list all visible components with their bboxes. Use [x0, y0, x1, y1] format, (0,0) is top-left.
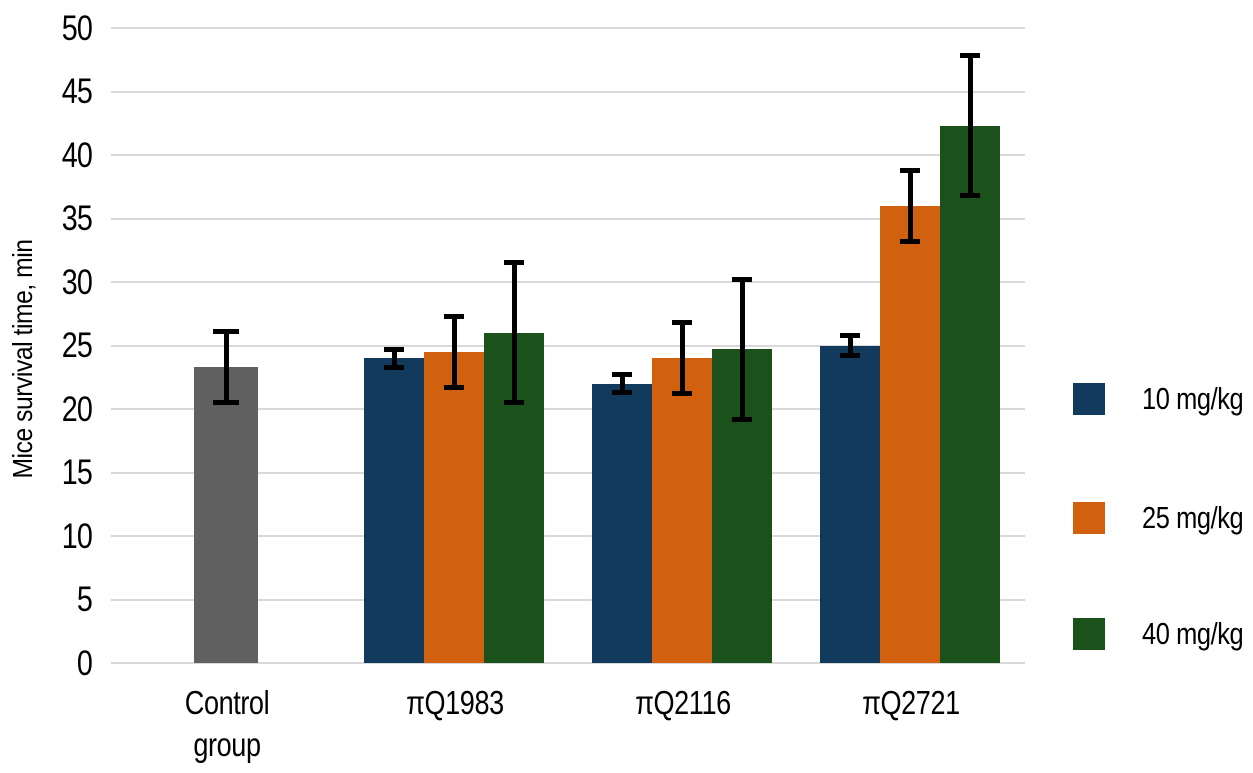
legend-swatch-25mgkg — [1073, 502, 1105, 534]
gridline-y5 — [111, 598, 1025, 601]
bar-q2721-25-mg-kg — [880, 205, 940, 663]
legend-swatch-40mgkg — [1073, 618, 1105, 650]
errorbar-cap-top-control-group-control — [213, 328, 239, 334]
errorbar-cap-top-q1983-25-mg-kg — [444, 313, 464, 319]
y-tick-label-5: 5 — [76, 580, 93, 619]
errorbar-line-q1983-25-mg-kg — [451, 313, 457, 390]
errorbar-line-control-group-control — [223, 328, 229, 406]
errorbar-cap-bottom-q2116-10-mg-kg — [612, 390, 632, 396]
bar-q2721-10-mg-kg — [820, 345, 880, 663]
gridline-y45 — [111, 90, 1025, 93]
errorbar-cap-top-q2721-10-mg-kg — [840, 332, 860, 338]
bar-q1983-25-mg-kg — [424, 351, 484, 663]
gridline-y10 — [111, 535, 1025, 537]
y-tick-label-40: 40 — [61, 135, 93, 175]
legend-swatch-10mgkg — [1073, 383, 1105, 415]
legend-item-25mgkg: 25 mg/kg — [1073, 502, 1253, 534]
errorbar-cap-top-q2721-25-mg-kg — [900, 167, 920, 173]
gridline-y0 — [111, 662, 1025, 664]
y-tick-label-50: 50 — [61, 8, 93, 48]
legend-label-25mgkg: 25 mg/kg — [1142, 500, 1244, 535]
x-category-label-pq1983: πQ1983 — [406, 684, 504, 721]
errorbar-cap-bottom-control-group-control — [213, 400, 239, 406]
errorbar-cap-bottom-q1983-25-mg-kg — [444, 384, 464, 390]
x-category-label-control-group: Control group — [184, 684, 270, 763]
legend-item-10mgkg: 10 mg/kg — [1073, 383, 1253, 415]
errorbar-line-q2116-25-mg-kg — [679, 320, 685, 397]
gridline-y35 — [111, 217, 1025, 220]
gridline-y50 — [111, 27, 1025, 29]
errorbar-cap-top-q2116-40-mg-kg — [732, 276, 752, 282]
legend-label-10mgkg: 10 mg/kg — [1142, 381, 1244, 416]
legend-label-40mgkg: 40 mg/kg — [1142, 616, 1244, 651]
legend-item-40mgkg: 40 mg/kg — [1073, 618, 1253, 650]
gridline-y25 — [111, 344, 1025, 347]
bar-q2721-40-mg-kg — [940, 125, 1000, 663]
errorbar-cap-bottom-q2721-40-mg-kg — [960, 193, 980, 199]
errorbar-cap-bottom-q2116-40-mg-kg — [732, 416, 752, 422]
y-tick-label-10: 10 — [61, 516, 93, 556]
errorbar-cap-top-q2721-40-mg-kg — [960, 53, 980, 59]
errorbar-line-q1983-40-mg-kg — [511, 260, 517, 406]
errorbar-cap-bottom-q2116-25-mg-kg — [672, 391, 692, 397]
errorbar-cap-top-q1983-40-mg-kg — [504, 260, 524, 266]
errorbar-line-q2721-40-mg-kg — [967, 53, 973, 199]
x-category-label-pq2721: πQ2721 — [862, 684, 960, 721]
y-tick-label-15: 15 — [61, 453, 93, 492]
errorbar-line-q2116-10-mg-kg — [619, 372, 625, 396]
errorbar-line-q2721-25-mg-kg — [907, 167, 913, 244]
y-tick-label-25: 25 — [61, 326, 93, 365]
errorbar-line-q2116-40-mg-kg — [739, 276, 745, 422]
errorbar-cap-top-q1983-10-mg-kg — [384, 346, 404, 352]
y-tick-label-35: 35 — [61, 199, 93, 238]
errorbar-line-q1983-10-mg-kg — [391, 346, 397, 370]
errorbar-line-q2721-10-mg-kg — [847, 332, 853, 359]
bar-q1983-10-mg-kg — [364, 358, 424, 663]
errorbar-cap-top-q2116-10-mg-kg — [612, 372, 632, 378]
y-tick-label-0: 0 — [76, 643, 93, 683]
bar-q2116-25-mg-kg — [652, 358, 712, 663]
gridline-y30 — [111, 281, 1025, 283]
gridline-y40 — [111, 154, 1025, 156]
gridline-y15 — [111, 471, 1025, 474]
errorbar-cap-bottom-q2721-10-mg-kg — [840, 353, 860, 359]
errorbar-cap-bottom-q1983-10-mg-kg — [384, 364, 404, 370]
errorbar-cap-bottom-q2721-25-mg-kg — [900, 238, 920, 244]
errorbar-cap-top-q2116-25-mg-kg — [672, 320, 692, 326]
gridline-y20 — [111, 408, 1025, 410]
errorbar-cap-bottom-q1983-40-mg-kg — [504, 400, 524, 406]
y-tick-label-20: 20 — [61, 389, 93, 429]
bar-q2116-10-mg-kg — [592, 383, 652, 663]
y-tick-label-30: 30 — [61, 262, 93, 302]
bar-control-group-control — [194, 367, 258, 663]
x-category-label-pq2116: πQ2116 — [635, 684, 731, 721]
y-tick-label-45: 45 — [61, 72, 93, 111]
